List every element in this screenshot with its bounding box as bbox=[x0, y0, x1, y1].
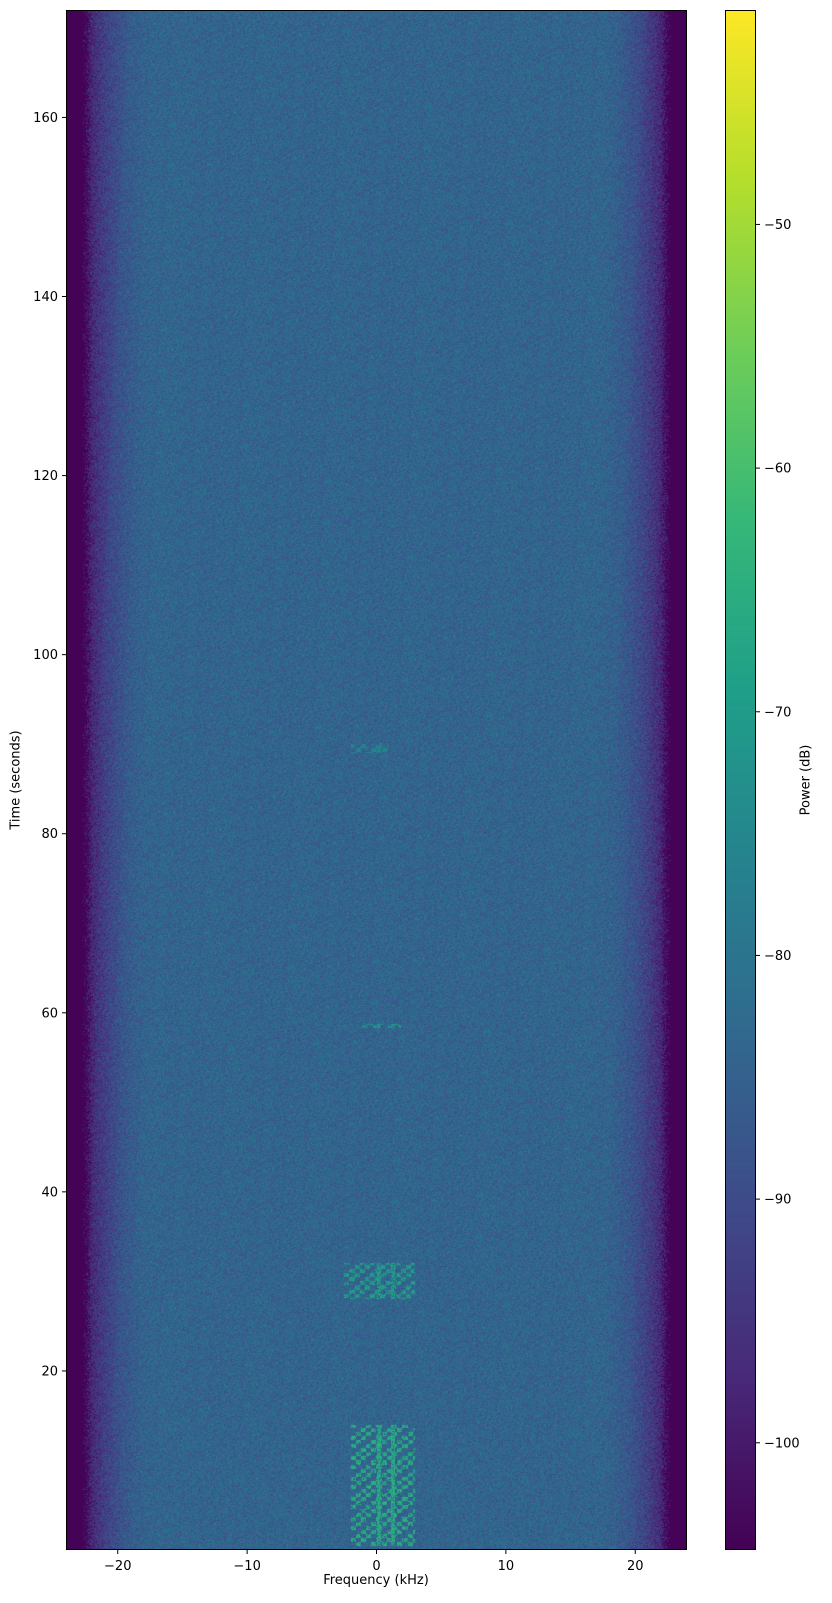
x-tick-label: 10 bbox=[498, 1559, 515, 1574]
x-tick-label: 0 bbox=[372, 1559, 380, 1574]
x-tick-label: −20 bbox=[104, 1559, 131, 1574]
colorbar-tick-label: −80 bbox=[764, 949, 791, 964]
colorbar-tick-label: −90 bbox=[764, 1193, 791, 1208]
colorbar-tick-label: −50 bbox=[764, 218, 791, 233]
colorbar-label: Power (dB) bbox=[798, 744, 814, 816]
colorbar-gradient bbox=[725, 10, 756, 1550]
colorbar-tick-label: −60 bbox=[764, 462, 791, 477]
x-axis-label: Frequency (kHz) bbox=[323, 1573, 429, 1588]
y-tick-label: 60 bbox=[41, 1006, 58, 1021]
y-tick-label: 120 bbox=[33, 469, 58, 484]
y-axis-label: Time (seconds) bbox=[8, 730, 24, 830]
spectrogram-heatmap bbox=[66, 10, 687, 1550]
colorbar-tick-label: −70 bbox=[764, 705, 791, 720]
y-tick-label: 20 bbox=[41, 1364, 58, 1379]
y-tick-label: 160 bbox=[33, 111, 58, 126]
y-tick-label: 80 bbox=[41, 827, 58, 842]
y-tick-label: 100 bbox=[33, 648, 58, 663]
colorbar-tick-label: −100 bbox=[764, 1436, 800, 1451]
spectrogram-plot-area bbox=[66, 10, 687, 1550]
x-tick-label: −10 bbox=[233, 1559, 260, 1574]
colorbar bbox=[725, 10, 756, 1550]
y-tick-label: 140 bbox=[33, 290, 58, 305]
x-tick-label: 20 bbox=[627, 1559, 644, 1574]
y-tick-label: 40 bbox=[41, 1185, 58, 1200]
